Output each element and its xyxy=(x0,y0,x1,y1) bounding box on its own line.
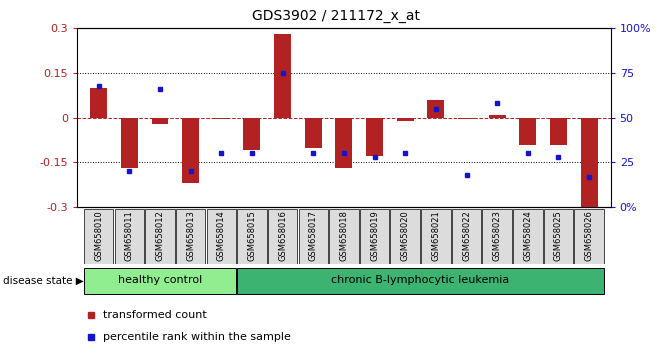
Bar xyxy=(274,34,291,118)
FancyBboxPatch shape xyxy=(421,209,451,264)
Text: percentile rank within the sample: percentile rank within the sample xyxy=(103,332,291,342)
Text: GSM658015: GSM658015 xyxy=(248,211,256,261)
Bar xyxy=(488,115,506,118)
Bar xyxy=(182,118,199,183)
FancyBboxPatch shape xyxy=(513,209,543,264)
Text: GSM658026: GSM658026 xyxy=(584,211,594,261)
FancyBboxPatch shape xyxy=(115,209,144,264)
FancyBboxPatch shape xyxy=(238,268,604,294)
Text: GSM658016: GSM658016 xyxy=(278,211,287,261)
Bar xyxy=(427,100,444,118)
Bar xyxy=(305,118,321,148)
Bar xyxy=(458,118,475,119)
FancyBboxPatch shape xyxy=(299,209,328,264)
FancyBboxPatch shape xyxy=(482,209,512,264)
FancyBboxPatch shape xyxy=(84,268,236,294)
FancyBboxPatch shape xyxy=(329,209,358,264)
FancyBboxPatch shape xyxy=(207,209,236,264)
Text: chronic B-lymphocytic leukemia: chronic B-lymphocytic leukemia xyxy=(331,275,510,285)
Bar xyxy=(366,118,383,156)
FancyBboxPatch shape xyxy=(145,209,174,264)
Text: GSM658012: GSM658012 xyxy=(156,211,164,261)
FancyBboxPatch shape xyxy=(176,209,205,264)
Text: GSM658024: GSM658024 xyxy=(523,211,532,261)
Text: GSM658010: GSM658010 xyxy=(94,211,103,261)
Text: GSM658021: GSM658021 xyxy=(431,211,440,261)
Text: GSM658018: GSM658018 xyxy=(340,211,348,261)
FancyBboxPatch shape xyxy=(391,209,420,264)
FancyBboxPatch shape xyxy=(84,209,113,264)
Bar xyxy=(244,118,260,150)
Bar xyxy=(550,118,567,144)
Text: healthy control: healthy control xyxy=(118,275,202,285)
Bar xyxy=(152,118,168,124)
FancyBboxPatch shape xyxy=(544,209,573,264)
Text: GSM658020: GSM658020 xyxy=(401,211,410,261)
Bar xyxy=(397,118,413,121)
Text: GSM658017: GSM658017 xyxy=(309,211,318,261)
Text: GSM658023: GSM658023 xyxy=(493,211,502,261)
Text: GSM658014: GSM658014 xyxy=(217,211,225,261)
Text: GSM658019: GSM658019 xyxy=(370,211,379,261)
Text: GDS3902 / 211172_x_at: GDS3902 / 211172_x_at xyxy=(252,9,419,23)
FancyBboxPatch shape xyxy=(238,209,266,264)
Bar xyxy=(121,118,138,169)
Text: GSM658013: GSM658013 xyxy=(186,211,195,261)
Text: transformed count: transformed count xyxy=(103,310,207,320)
Bar xyxy=(580,118,598,207)
Bar xyxy=(519,118,536,144)
Bar xyxy=(90,88,107,118)
FancyBboxPatch shape xyxy=(574,209,604,264)
Text: GSM658025: GSM658025 xyxy=(554,211,563,261)
Text: GSM658011: GSM658011 xyxy=(125,211,134,261)
FancyBboxPatch shape xyxy=(360,209,389,264)
Bar xyxy=(213,118,229,119)
Text: GSM658022: GSM658022 xyxy=(462,211,471,261)
Bar xyxy=(336,118,352,169)
FancyBboxPatch shape xyxy=(268,209,297,264)
FancyBboxPatch shape xyxy=(452,209,481,264)
Text: disease state ▶: disease state ▶ xyxy=(3,275,84,285)
